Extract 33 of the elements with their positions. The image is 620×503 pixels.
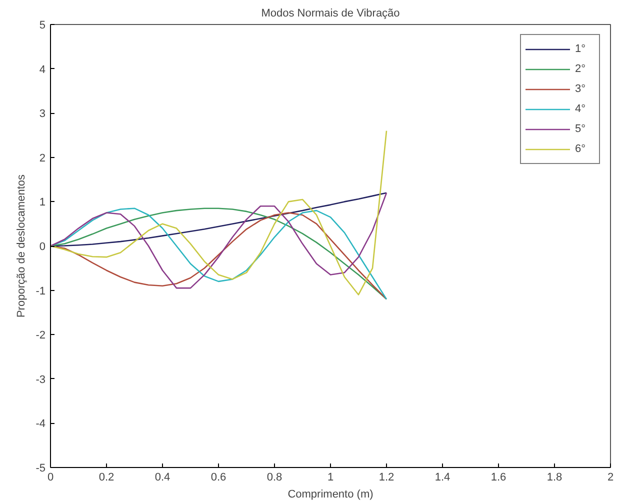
legend-label: 2° xyxy=(575,63,587,75)
x-tick-label: 0 xyxy=(47,472,54,484)
x-tick-label: 1.4 xyxy=(434,472,450,484)
y-tick-label: 1 xyxy=(39,196,46,209)
line-series xyxy=(50,130,388,296)
y-tick-label: 2 xyxy=(39,152,46,164)
x-tick-label: 1.2 xyxy=(378,472,394,484)
y-tick-label: 5 xyxy=(39,20,46,32)
y-tick-label: 0 xyxy=(39,241,46,253)
x-tick-label: 0.2 xyxy=(98,472,114,484)
line-series xyxy=(50,192,388,289)
x-tick-label: 1.8 xyxy=(546,472,562,484)
legend-label: 3° xyxy=(575,83,587,95)
y-tick-label: -4 xyxy=(36,418,46,430)
legend-label: 1° xyxy=(575,43,587,55)
x-tick-label: 2 xyxy=(607,472,614,484)
x-axis-title: Comprimento (m) xyxy=(288,488,374,500)
y-axis-title: Proporção de deslocamentos xyxy=(16,174,28,318)
y-tick-label: -2 xyxy=(36,330,46,342)
x-tick-label: 1.6 xyxy=(490,472,506,484)
x-tick-label: 0.8 xyxy=(266,472,282,484)
y-tick-label: 4 xyxy=(39,64,46,76)
x-tick-label: 1 xyxy=(327,472,334,484)
legend-label: 5° xyxy=(575,123,587,135)
y-tick-label: 3 xyxy=(39,108,46,120)
y-tick-label: -5 xyxy=(36,462,46,474)
legend-label: 4° xyxy=(575,103,587,115)
legend-label: 6° xyxy=(575,143,587,155)
x-tick-label: 0.4 xyxy=(154,472,170,484)
y-tick-label: -1 xyxy=(36,285,46,298)
x-tick-label: 0.6 xyxy=(210,472,226,484)
y-tick-label: -3 xyxy=(36,374,46,386)
chart-title: Modos Normais de Vibração xyxy=(261,8,400,20)
